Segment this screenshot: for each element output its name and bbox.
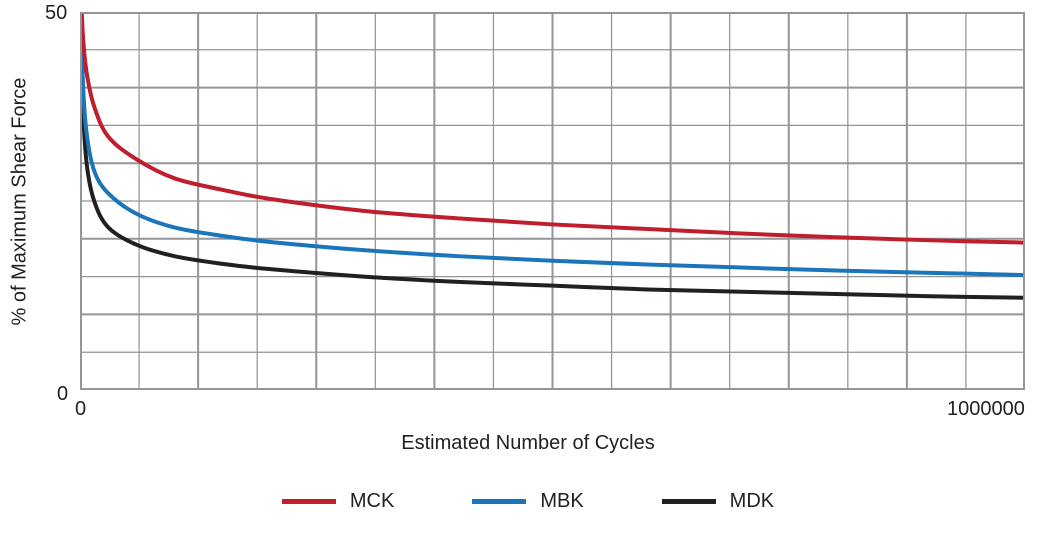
- y-axis-label-text: % of Maximum Shear Force: [9, 78, 31, 326]
- legend: MCK MBK MDK: [0, 490, 1056, 513]
- legend-swatch-mbk: [472, 499, 526, 504]
- ytick-max: 50: [45, 2, 67, 25]
- legend-swatch-mck: [282, 499, 336, 504]
- y-axis-label: % of Maximum Shear Force: [9, 72, 32, 332]
- legend-item-mbk: MBK: [472, 490, 583, 513]
- xtick-min: 0: [75, 398, 86, 421]
- ytick-min: 0: [57, 383, 68, 406]
- x-axis-label: Estimated Number of Cycles: [0, 432, 1056, 455]
- x-axis-label-text: Estimated Number of Cycles: [401, 432, 654, 454]
- plot-area: [80, 12, 1025, 390]
- xtick-max: 1000000: [947, 398, 1025, 421]
- legend-item-mck: MCK: [282, 490, 394, 513]
- legend-label-mck: MCK: [350, 490, 394, 513]
- legend-label-mdk: MDK: [730, 490, 774, 513]
- legend-swatch-mdk: [662, 499, 716, 504]
- legend-label-mbk: MBK: [540, 490, 583, 513]
- legend-item-mdk: MDK: [662, 490, 774, 513]
- chart-container: % of Maximum Shear Force 50 0 0 1000000 …: [0, 0, 1056, 533]
